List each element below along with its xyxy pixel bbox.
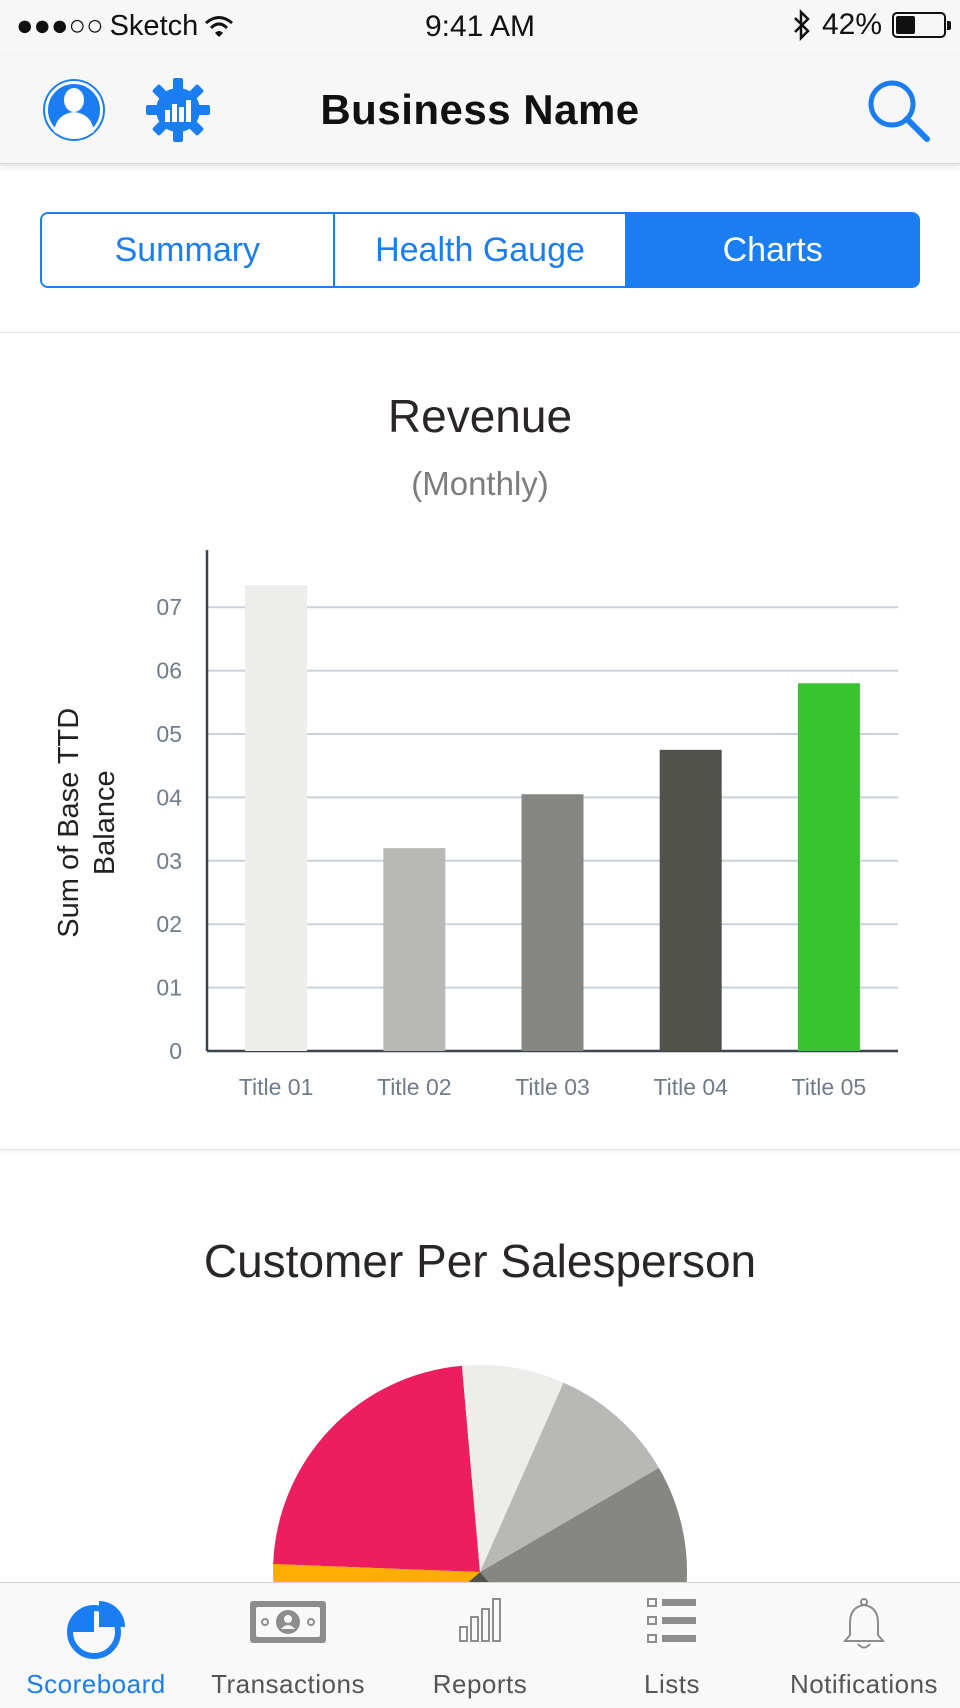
y-tick-label: 0	[169, 1038, 182, 1064]
list-icon	[647, 1598, 696, 1643]
profile-icon[interactable]	[40, 76, 108, 144]
wifi-icon	[205, 15, 234, 37]
bar	[797, 683, 860, 1051]
gear-chart-icon[interactable]	[144, 76, 212, 144]
segment-summary[interactable]: Summary	[42, 214, 335, 286]
y-axis-label-line: Sum of Base TTD	[53, 708, 85, 938]
y-tick-label: 01	[156, 975, 182, 1001]
battery-level	[896, 16, 915, 34]
tab-label: Scoreboard	[26, 1669, 166, 1699]
carrier-name: Sketch	[109, 10, 199, 42]
signal-strength: ●●●○○	[16, 10, 104, 42]
tab-label: Notifications	[789, 1669, 939, 1699]
revenue-subtitle: (Monthly)	[411, 465, 549, 502]
segment-health-gauge[interactable]: Health Gauge	[334, 214, 628, 286]
nav-bar: Business Name	[0, 56, 960, 164]
pie-chart-icon	[67, 1601, 125, 1659]
pie-slice	[480, 1382, 659, 1572]
y-tick-label: 04	[156, 784, 182, 810]
tab-bar: Scoreboard Transactions Reports	[0, 1582, 960, 1708]
revenue-title: Revenue	[387, 390, 573, 442]
pie-slice	[273, 1365, 480, 1572]
customer-chart-title: Customer Per Salesperson	[203, 1235, 757, 1287]
x-tick-label: Title 02	[377, 1074, 452, 1100]
y-tick-label: 03	[156, 848, 182, 874]
bluetooth-icon	[794, 9, 810, 41]
tab-reports[interactable]: Reports	[384, 1583, 576, 1708]
tab-label: Transactions	[211, 1669, 365, 1699]
x-tick-label: Title 05	[792, 1074, 867, 1100]
tab-lists[interactable]: Lists	[576, 1583, 768, 1708]
revenue-card: Revenue (Monthly) 0 01 02 03 04 05 06 07 Title 0…	[0, 332, 960, 1150]
y-tick-label: 05	[156, 721, 182, 747]
view-segmented-control: Summary Health Gauge Charts	[40, 212, 920, 288]
clock: 9:41 AM	[424, 10, 536, 43]
x-tick-label: Title 04	[653, 1074, 728, 1100]
status-right: 42%	[792, 8, 951, 42]
tab-scoreboard[interactable]: Scoreboard	[0, 1583, 192, 1708]
bar	[383, 848, 446, 1051]
status-bar: ●●●○○ Sketch 9:41 AM 42%	[0, 0, 960, 56]
y-axis-label-line: Balance	[89, 770, 121, 875]
tab-label: Reports	[432, 1669, 528, 1699]
bell-icon	[842, 1598, 886, 1649]
battery-icon	[892, 12, 951, 38]
revenue-bar-chart: 0 01 02 03 04 05 06 07 Title 01 Title 02 Title 03 T…	[53, 550, 898, 1100]
segment-charts[interactable]: Charts	[627, 214, 918, 286]
y-tick-label: 02	[156, 911, 182, 937]
bar	[659, 749, 722, 1051]
tab-label: Lists	[644, 1669, 700, 1699]
search-icon[interactable]	[864, 76, 932, 144]
x-tick-label: Title 01	[239, 1074, 314, 1100]
battery-percent: 42%	[821, 8, 882, 41]
x-tick-label: Title 03	[515, 1074, 590, 1100]
bar-graph-icon	[459, 1598, 501, 1642]
page-title: Business Name	[320, 86, 640, 133]
tab-notifications[interactable]: Notifications	[768, 1583, 960, 1708]
y-tick-label: 06	[156, 658, 182, 684]
customer-pie-chart	[273, 1365, 687, 1582]
bar	[521, 794, 584, 1051]
pie-slice	[461, 1365, 564, 1572]
banknote-icon	[250, 1601, 326, 1643]
bar	[245, 585, 308, 1051]
tab-transactions[interactable]: Transactions	[192, 1583, 384, 1708]
carrier-info: ●●●○○ Sketch	[16, 10, 234, 43]
y-axis-label: Sum of Base TTD Balance	[53, 708, 121, 938]
pie-slice	[480, 1467, 687, 1582]
pie-slice	[468, 1572, 489, 1582]
pie-slice	[273, 1564, 480, 1582]
y-tick-label: 07	[156, 594, 182, 620]
